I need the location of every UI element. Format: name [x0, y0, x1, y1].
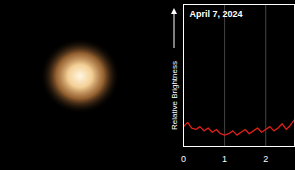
svg-text:Relative Brightness: Relative Brightness — [170, 61, 179, 130]
svg-text:0: 0 — [181, 154, 186, 164]
svg-text:1: 1 — [222, 154, 227, 164]
svg-text:April 7, 2024: April 7, 2024 — [190, 9, 243, 19]
svg-text:2: 2 — [263, 154, 268, 164]
